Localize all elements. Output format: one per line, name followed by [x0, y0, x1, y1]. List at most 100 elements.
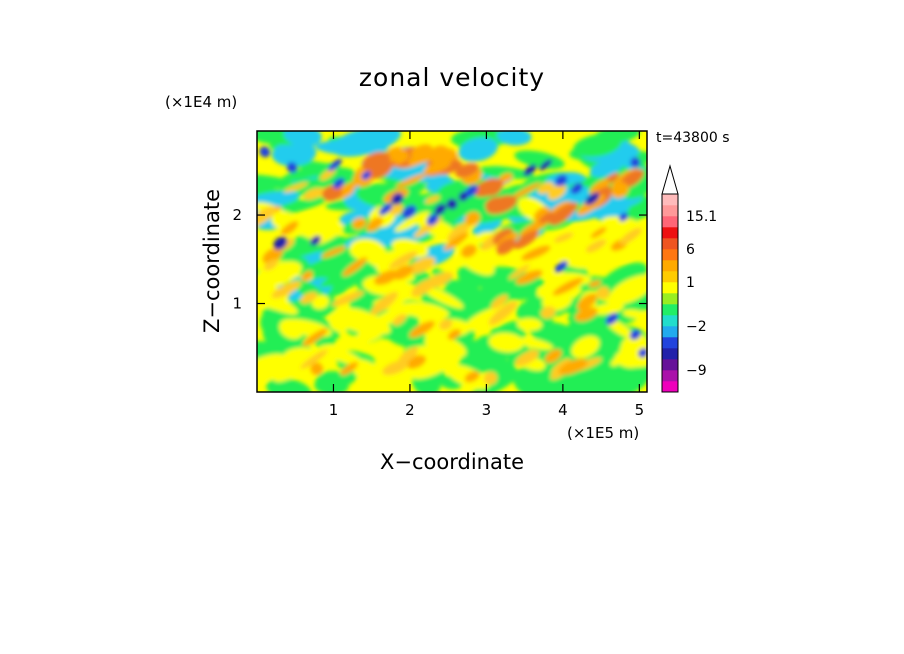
- field-blob: [311, 295, 330, 310]
- field-blob: [514, 150, 565, 170]
- field-blob: [508, 264, 530, 280]
- colorbar-swatch: [662, 205, 678, 217]
- colorbar-swatch: [662, 381, 678, 393]
- colorbar-swatch: [662, 315, 678, 327]
- field-blob: [366, 217, 383, 232]
- field-blob: [554, 232, 574, 243]
- field-blob: [443, 232, 469, 251]
- field-blob: [465, 185, 478, 198]
- colorbar-tick-label: −2: [686, 319, 707, 335]
- x-tick-label: 3: [482, 401, 492, 419]
- colorbar-swatch: [662, 238, 678, 250]
- field-blob: [361, 151, 391, 172]
- field-blob: [331, 290, 365, 307]
- field-blob: [310, 235, 321, 246]
- field-blob: [596, 286, 610, 299]
- colorbar-swatch: [662, 359, 678, 371]
- field-blob: [392, 265, 414, 280]
- colorbar-swatch: [662, 337, 678, 349]
- field-blob: [447, 222, 471, 242]
- field-blob: [483, 371, 498, 385]
- colorbar-swatch: [662, 370, 678, 382]
- field-blob: [424, 195, 441, 204]
- field-blob: [340, 361, 359, 376]
- field-blob: [281, 221, 299, 235]
- field-blob: [605, 312, 619, 325]
- x-tick-label: 1: [329, 401, 339, 419]
- field-blob: [601, 371, 647, 392]
- colorbar-tick-label: 15.1: [686, 209, 717, 225]
- field-blob: [259, 146, 271, 158]
- field-blob: [257, 261, 302, 289]
- field-blob: [611, 182, 629, 199]
- field-blob: [300, 291, 318, 304]
- field-blob: [558, 358, 588, 375]
- x-multiplier-label: (×1E5 m): [567, 424, 639, 442]
- x-tick-label: 5: [635, 401, 645, 419]
- field-blob: [271, 140, 317, 167]
- velocity-field: [257, 131, 647, 392]
- field-blob: [300, 349, 328, 369]
- field-blob: [273, 236, 288, 250]
- field-blob: [464, 211, 481, 226]
- field-blob: [374, 270, 399, 286]
- field-blob: [391, 192, 404, 205]
- field-blob: [331, 131, 401, 157]
- field-blob: [447, 329, 461, 340]
- y-tick-label: 2: [232, 206, 242, 224]
- field-blob: [303, 187, 324, 201]
- field-blob: [539, 211, 554, 224]
- field-blob: [570, 182, 583, 195]
- field-blob: [618, 236, 647, 259]
- field-blob: [513, 230, 539, 250]
- colorbar-swatch: [662, 348, 678, 360]
- field-blob: [553, 246, 593, 269]
- field-blob: [257, 174, 294, 189]
- field-blob: [589, 179, 610, 196]
- field-blob: [395, 173, 427, 188]
- field-blob: [618, 212, 629, 222]
- field-blob: [283, 131, 322, 147]
- field-blob: [279, 318, 304, 340]
- field-blob: [515, 349, 540, 366]
- field-blob: [481, 178, 502, 196]
- field-blob: [263, 259, 279, 271]
- field-blob: [257, 340, 298, 357]
- field-blob: [517, 318, 543, 331]
- field-blob: [262, 247, 283, 264]
- field-blob: [435, 160, 462, 175]
- field-blob: [257, 354, 291, 383]
- field-blob: [262, 309, 287, 326]
- field-blob: [608, 274, 647, 305]
- field-blob: [391, 238, 429, 258]
- field-blob: [320, 267, 367, 288]
- colorbar-tick-label: 6: [686, 242, 695, 258]
- field-blob: [571, 335, 600, 359]
- chart-title: zonal velocity: [359, 63, 545, 92]
- field-blob: [554, 260, 568, 273]
- field-blob: [301, 270, 313, 282]
- field-blob: [409, 320, 435, 338]
- colorbar-swatch: [662, 293, 678, 305]
- field-blob: [595, 131, 641, 144]
- field-blob: [266, 378, 312, 392]
- field-blob: [382, 360, 409, 376]
- colorbar: 15.1 6 1 −2 −9: [661, 164, 717, 393]
- field-blob: [434, 203, 447, 215]
- field-blob: [472, 218, 503, 236]
- field-blob: [590, 158, 623, 178]
- field-blob: [622, 309, 647, 319]
- field-blob: [588, 280, 602, 288]
- colorbar-tick-label: −9: [686, 363, 707, 379]
- field-blob: [407, 256, 436, 275]
- field-blob: [394, 211, 430, 232]
- field-blob: [370, 291, 399, 315]
- y-tick-label: 1: [232, 295, 242, 313]
- field-blob: [555, 174, 568, 187]
- field-blob: [519, 222, 540, 238]
- field-blob: [465, 372, 519, 392]
- field-blob: [530, 266, 556, 278]
- field-blob: [577, 194, 606, 216]
- field-blob: [302, 328, 328, 347]
- field-blob: [544, 349, 562, 364]
